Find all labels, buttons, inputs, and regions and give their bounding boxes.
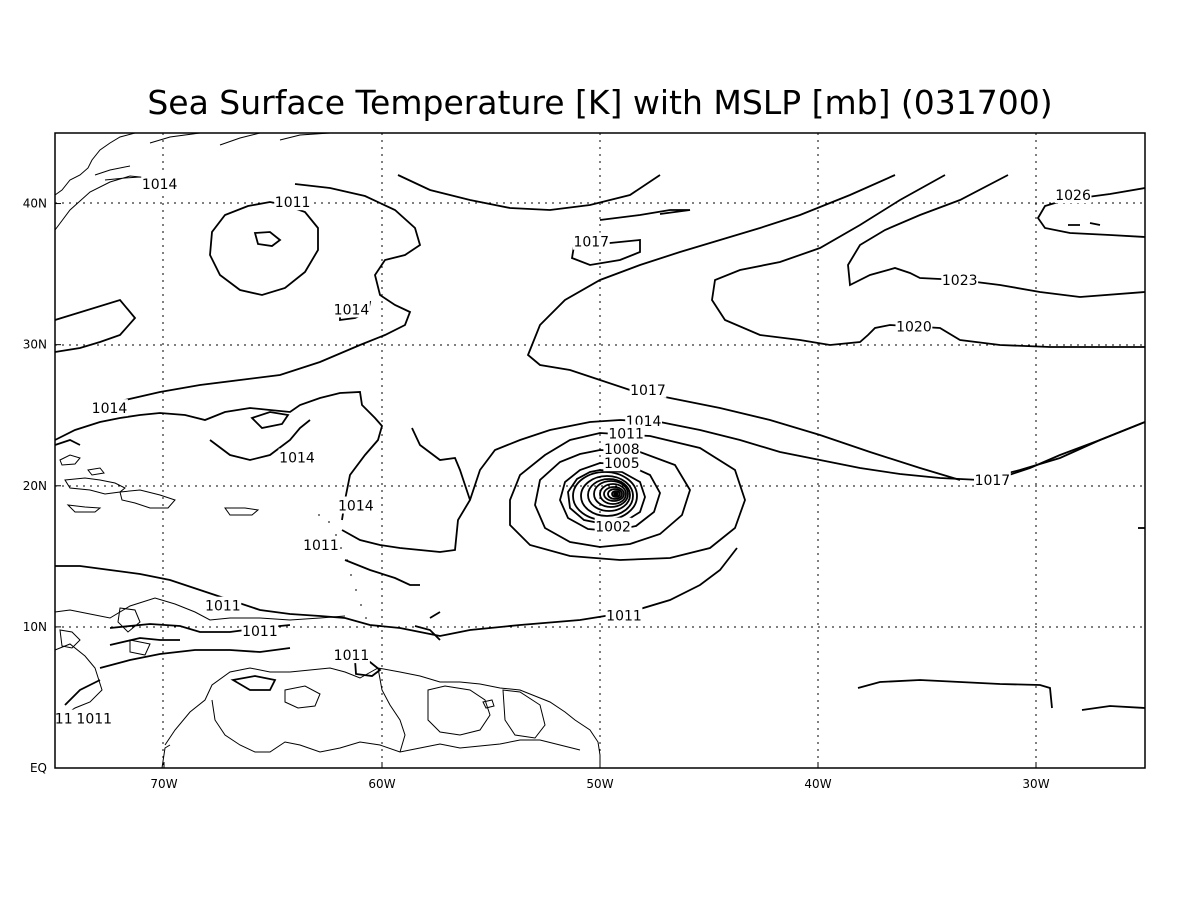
- y-tick-label: EQ: [30, 761, 47, 775]
- mslp-contours: [54, 174, 1146, 711]
- contour-label: 1011: [608, 427, 644, 443]
- contour-label-bg: [141, 174, 179, 192]
- contour-label-bg: [337, 496, 375, 514]
- contour-label: 1014: [338, 499, 374, 515]
- contour-label-bg: [974, 471, 1011, 489]
- contour-label-bg: [204, 596, 242, 614]
- contour-label: 1011: [606, 609, 642, 625]
- contour-label-bg: [603, 454, 641, 472]
- y-axis-ticks: 40N 30N 20N 10N EQ: [23, 197, 61, 775]
- contour-labels: 1014101110141014101410141011101110111011…: [53, 174, 1092, 728]
- x-tick-label: 40W: [804, 777, 831, 791]
- contour-label: 1011: [334, 648, 370, 664]
- coastlines: [54, 132, 601, 769]
- y-tick-label: 40N: [23, 197, 47, 211]
- contour-label-bg: [629, 380, 667, 398]
- contour-label: 1014: [279, 451, 315, 467]
- y-tick-label: 20N: [23, 479, 47, 493]
- contour-label-bg: [941, 270, 979, 288]
- contour-label-bg: [605, 606, 643, 624]
- contour-label: 1017: [573, 235, 609, 251]
- contour-label-bg: [91, 399, 128, 417]
- contour-label: 1014: [92, 401, 128, 417]
- contour-label: 1005: [604, 456, 640, 472]
- x-tick-label: 60W: [368, 777, 395, 791]
- contour-label-bg: [1054, 186, 1092, 204]
- contour-label: 1017: [975, 473, 1011, 489]
- contour-label-bg: [333, 300, 370, 318]
- contour-label: 1011: [205, 599, 241, 615]
- contour-label: 1011: [303, 538, 339, 554]
- contour-label-bg: [274, 193, 312, 211]
- contour-label: 1002: [595, 520, 631, 536]
- contour-label: 1011: [242, 624, 278, 640]
- x-tick-label: 30W: [1022, 777, 1049, 791]
- y-tick-label: 10N: [23, 620, 47, 634]
- y-tick-label: 30N: [23, 338, 47, 352]
- contour-label: 1011: [275, 195, 311, 211]
- contour-label: 1020: [896, 319, 932, 335]
- contour-label: 1011: [76, 712, 112, 728]
- contour-label: 11: [55, 712, 73, 728]
- contour-label-bg: [278, 448, 316, 466]
- x-axis-ticks: 70W 60W 50W 40W 30W: [150, 762, 1050, 791]
- contour-label-bg: [333, 646, 370, 664]
- contour-label: 1023: [942, 273, 978, 289]
- contour-label: 1017: [630, 383, 666, 399]
- contour-label: 1008: [604, 442, 640, 458]
- contour-label-bg: [895, 317, 933, 335]
- contour-label: 1014: [334, 302, 370, 318]
- contour-label-bg: [594, 517, 632, 535]
- contour-label-bg: [75, 709, 113, 727]
- x-tick-label: 70W: [150, 777, 177, 791]
- chart-title: Sea Surface Temperature [K] with MSLP [m…: [147, 83, 1052, 122]
- contour-label-bg: [603, 440, 641, 458]
- contour-label-bg: [241, 622, 279, 640]
- contour-label-bg: [572, 232, 610, 250]
- contour-label: 1014: [142, 177, 178, 193]
- contour-label-bg: [302, 536, 340, 554]
- contour-label: 1026: [1055, 188, 1091, 204]
- x-tick-label: 50W: [586, 777, 613, 791]
- contour-label-bg: [607, 424, 645, 442]
- contour-label-bg: [53, 709, 74, 727]
